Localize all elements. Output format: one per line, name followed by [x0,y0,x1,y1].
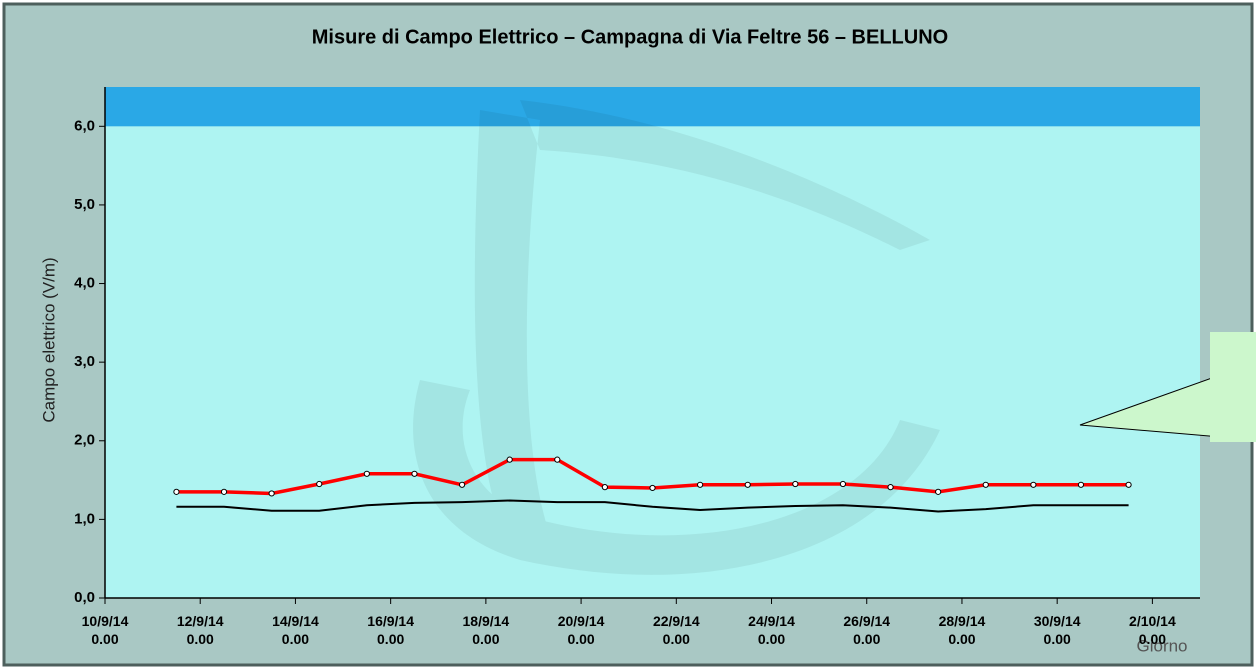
data-point [650,485,655,490]
y-tick-label: 0,0 [74,589,95,606]
data-point [555,457,560,462]
chart: Misure di Campo Elettrico – Campagna di … [0,0,1256,669]
x-tick-label: 28/9/14 0.00 [912,612,1012,648]
y-tick-label: 1,0 [74,510,95,527]
data-point [936,489,941,494]
data-point [840,481,845,486]
data-point [174,489,179,494]
data-point [317,481,322,486]
data-point [269,491,274,496]
x-tick-label: 16/9/14 0.00 [341,612,441,648]
data-point [1126,482,1131,487]
chart-title: Misure di Campo Elettrico – Campagna di … [312,26,948,48]
data-point [459,482,464,487]
y-axis-label: Campo elettrico (V/m) [39,257,58,422]
x-tick-label: 2/10/14 0.00 [1102,612,1202,648]
data-point [364,471,369,476]
threshold-band [105,87,1200,126]
data-point [507,457,512,462]
data-point [1031,482,1036,487]
data-point [221,489,226,494]
y-tick-label: 5,0 [74,196,95,213]
y-tick-label: 6,0 [74,117,95,134]
data-point [888,485,893,490]
y-tick-label: 4,0 [74,275,95,292]
data-point [983,482,988,487]
x-tick-label: 30/9/14 0.00 [1007,612,1107,648]
x-tick-label: 26/9/14 0.00 [817,612,917,648]
y-tick-label: 3,0 [74,353,95,370]
data-point [1078,482,1083,487]
data-point [793,481,798,486]
data-point [698,482,703,487]
y-tick-label: 2,0 [74,432,95,449]
x-tick-label: 18/9/14 0.00 [436,612,536,648]
data-point [602,485,607,490]
x-tick-label: 22/9/14 0.00 [626,612,726,648]
data-point [745,482,750,487]
x-tick-label: 12/9/14 0.00 [150,612,250,648]
x-tick-label: 10/9/14 0.00 [55,612,155,648]
data-point [412,471,417,476]
page: Misure di Campo Elettrico – Campagna di … [0,0,1256,669]
x-tick-label: 20/9/14 0.00 [531,612,631,648]
callout-box [1210,332,1256,442]
x-tick-label: 24/9/14 0.00 [722,612,822,648]
x-tick-label: 14/9/14 0.00 [245,612,345,648]
